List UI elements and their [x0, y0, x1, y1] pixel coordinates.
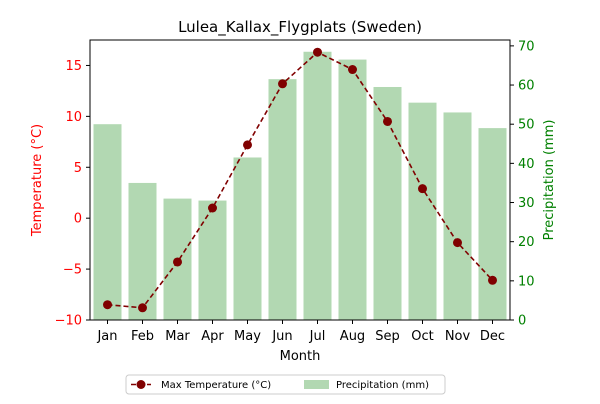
- temperature-line: [107, 51, 494, 309]
- precipitation-bar: [198, 200, 227, 320]
- right-y-tick-label: 10: [518, 274, 535, 289]
- legend: Max Temperature (°C) Precipitation (mm): [125, 374, 446, 395]
- temperature-point: [173, 257, 182, 267]
- precipitation-bar: [408, 102, 437, 320]
- precipitation-bar: [338, 59, 367, 320]
- left-y-tick-label: 5: [74, 161, 82, 176]
- temperature-point: [313, 47, 322, 57]
- plot-frame: [89, 39, 511, 321]
- x-tick-label: Jul: [309, 329, 326, 344]
- right-axis-label: Precipitation (mm): [542, 120, 557, 241]
- right-y-tick-label: 60: [518, 79, 535, 94]
- axes-layer: Jan Feb Mar Apr May Jun Jul Aug Sep Oct Nov Dec −10 −…: [55, 39, 535, 344]
- right-y-tick-label: 70: [518, 39, 535, 54]
- precipitation-bar: [128, 182, 157, 320]
- precipitation-bars: [93, 51, 507, 321]
- left-y-tick-label: 0: [74, 212, 82, 227]
- right-y-tick-label: 40: [518, 157, 535, 172]
- legend-line-marker: [136, 380, 146, 389]
- left-y-tick-label: 10: [65, 110, 82, 125]
- x-tick-label: Jan: [96, 329, 117, 344]
- x-tick-label: Apr: [201, 329, 224, 344]
- chart-title: Lulea_Kallax_Flygplats (Sweden): [178, 18, 422, 37]
- temperature-point: [488, 275, 497, 285]
- precipitation-bar: [268, 79, 297, 320]
- right-y-tick-label: 30: [518, 196, 535, 211]
- temperature-point: [278, 79, 287, 89]
- x-tick-label: Sep: [375, 329, 400, 344]
- temperature-point: [243, 140, 252, 150]
- legend-entry-precipitation: Precipitation (mm): [336, 380, 429, 391]
- left-y-tick-label: −10: [55, 314, 82, 329]
- legend-box: [125, 374, 446, 395]
- x-tick-label: Jun: [271, 329, 292, 344]
- left-y-tick-label: 15: [65, 59, 82, 74]
- left-y-tick-label: −5: [63, 263, 82, 278]
- right-y-tick-label: 20: [518, 235, 535, 250]
- x-tick-label: Feb: [131, 329, 154, 344]
- precipitation-bar: [93, 124, 122, 320]
- precipitation-bar: [478, 128, 507, 320]
- x-tick-label: Nov: [445, 329, 471, 344]
- temperature-point: [383, 116, 392, 126]
- x-tick-label: Dec: [480, 329, 505, 344]
- x-tick-label: May: [234, 329, 261, 344]
- precipitation-bar: [443, 112, 472, 320]
- x-tick-label: Mar: [165, 329, 190, 344]
- precipitation-bar: [303, 51, 332, 320]
- precipitation-bar: [233, 157, 262, 320]
- legend-bar-swatch: [304, 380, 329, 389]
- temperature-line-layer: [103, 47, 497, 313]
- x-tick-label: Aug: [340, 329, 365, 344]
- right-y-tick-label: 50: [518, 118, 535, 133]
- left-axis-label: Temperature (°C): [30, 124, 45, 237]
- x-axis-label: Month: [280, 349, 321, 364]
- temperature-point: [138, 303, 147, 313]
- right-y-tick-label: 0: [518, 314, 526, 329]
- legend-entry-temperature: Max Temperature (°C): [161, 380, 271, 391]
- temperature-point: [103, 300, 112, 310]
- temperature-point: [208, 203, 217, 213]
- temperature-point: [453, 238, 462, 248]
- x-tick-label: Oct: [411, 329, 433, 344]
- temperature-point: [418, 184, 427, 194]
- temperature-point: [348, 65, 357, 75]
